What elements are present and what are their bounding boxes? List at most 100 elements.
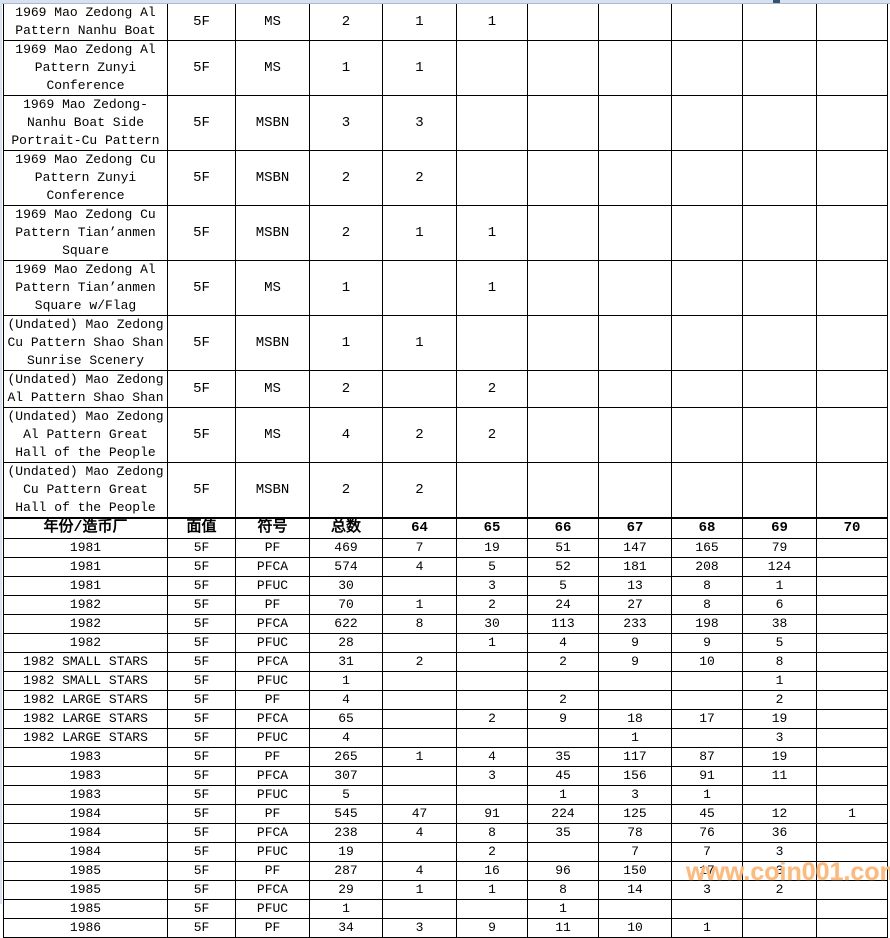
grade-67-cell [598,370,672,408]
grade-65-cell [456,727,528,748]
grade-64-cell [382,708,457,729]
symbol-cell: PFCA [235,879,310,900]
grade-66-cell: 2 [527,689,599,710]
grade-66-cell: 224 [527,803,599,824]
grade-67-cell: 156 [598,765,672,786]
symbol-cell: MSBN [235,150,310,206]
coin-name-cell: 1982 [3,594,168,615]
grade-68-cell: 208 [671,556,743,577]
grade-69-cell: 124 [742,556,817,577]
grade-69-cell [742,898,817,919]
grade-70-cell [816,575,888,596]
total-cell: 19 [309,841,383,862]
grade-67-cell: 9 [598,651,672,672]
coin-name-cell: (Undated) Mao Zedong Al Pattern Shao Sha… [3,370,168,408]
grade-67-cell [598,670,672,691]
denomination-cell: 5F [167,575,236,596]
grade-66-cell [527,727,599,748]
grade-70-cell [816,784,888,805]
denomination-cell: 5F [167,727,236,748]
pattern-row: (Undated) Mao Zedong Al Pattern Shao Sha… [3,370,888,408]
grade-67-cell: 3 [598,784,672,805]
coin-name-cell: 1981 [3,575,168,596]
grade-69-cell: 8 [742,651,817,672]
symbol-cell: PFUC [235,841,310,862]
grade-64-cell: 2 [382,462,457,519]
symbol-cell: MSBN [235,462,310,519]
grade-66-cell: 45 [527,765,599,786]
grade-70-cell [816,613,888,634]
grade-64-cell: 47 [382,803,457,824]
denomination-cell: 5F [167,898,236,919]
total-cell: 1 [309,898,383,919]
grade-67-cell: 150 [598,860,672,881]
grade-64-cell: 1 [382,40,457,96]
grade-66-cell: 35 [527,822,599,843]
grade-69-cell [742,95,817,151]
grade-68-cell: 87 [671,746,743,767]
census-row: 1982 LARGE STARS 5F PF 4 2 2 [3,689,888,710]
grade-67-cell: 9 [598,632,672,653]
total-cell: 574 [309,556,383,577]
total-cell: 545 [309,803,383,824]
denomination-cell: 5F [167,841,236,862]
census-row: 1981 5F PFCA 574 4 5 52 181 208 124 [3,556,888,577]
denomination-cell: 5F [167,879,236,900]
grade-68-cell: 1 [671,917,743,938]
grade-64-cell: 4 [382,556,457,577]
symbol-cell: MSBN [235,315,310,371]
total-cell: 4 [309,727,383,748]
grade-70-cell [816,3,888,41]
total-cell: 5 [309,784,383,805]
grade-67-cell [598,260,672,316]
symbol-cell: PFUC [235,727,310,748]
grade-65-cell: 2 [456,407,528,463]
grade-69-cell: 38 [742,613,817,634]
grade-64-cell [382,370,457,408]
coin-name-cell: 1985 [3,860,168,881]
symbol-cell: PF [235,689,310,710]
grade-66-cell [527,841,599,862]
grade-69-cell [742,150,817,206]
total-cell: 622 [309,613,383,634]
grade-68-cell [671,462,743,519]
symbol-cell: MSBN [235,205,310,261]
grade-69-cell [742,917,817,938]
grade-68-cell [671,150,743,206]
grade-67-cell: 27 [598,594,672,615]
denomination-cell: 5F [167,370,236,408]
total-cell: 3 [309,95,383,151]
total-cell: 28 [309,632,383,653]
grade-68-cell: 17 [671,708,743,729]
total-cell: 2 [309,205,383,261]
coin-name-cell: (Undated) Mao Zedong Cu Pattern Great Ha… [3,462,168,519]
grade-67-cell [598,3,672,41]
grade-67-cell: 117 [598,746,672,767]
column-header: 65 [456,517,528,539]
coin-name-cell: 1985 [3,879,168,900]
symbol-cell: PFCA [235,708,310,729]
census-row: 1982 SMALL STARS 5F PFUC 1 1 [3,670,888,691]
grade-70-cell [816,40,888,96]
grade-69-cell: 12 [742,803,817,824]
grade-66-cell [527,40,599,96]
pattern-row: 1969 Mao Zedong Al Pattern Zunyi Confere… [3,40,888,96]
census-row: 1982 SMALL STARS 5F PFCA 31 2 2 9 10 8 [3,651,888,672]
pattern-row: 1969 Mao Zedong Cu Pattern Zunyi Confere… [3,150,888,206]
grade-64-cell: 3 [382,917,457,938]
denomination-cell: 5F [167,632,236,653]
grade-68-cell: 8 [671,594,743,615]
symbol-cell: PFUC [235,898,310,919]
grade-68-cell [671,205,743,261]
grade-67-cell: 233 [598,613,672,634]
grade-70-cell [816,315,888,371]
grade-70-cell [816,670,888,691]
coin-name-cell: 1984 [3,822,168,843]
grade-65-cell: 2 [456,594,528,615]
grade-68-cell [671,95,743,151]
coin-name-cell: 1969 Mao Zedong Al Pattern Nanhu Boat [3,3,168,41]
grade-66-cell [527,670,599,691]
total-cell: 4 [309,689,383,710]
grade-67-cell [598,689,672,710]
census-row: 1983 5F PF 265 1 4 35 117 87 19 [3,746,888,767]
